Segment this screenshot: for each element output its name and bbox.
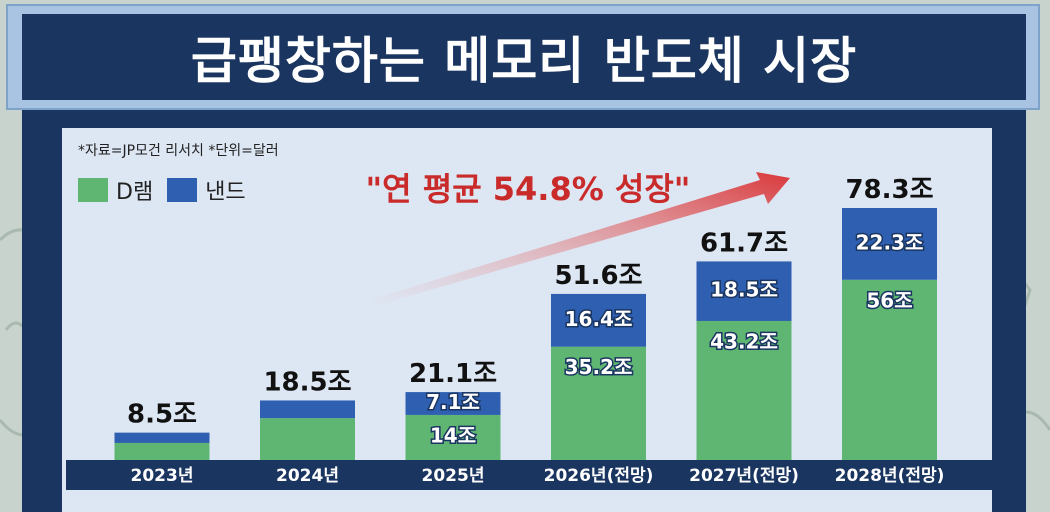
segment-label-dram: 43.2조	[710, 329, 778, 353]
legend-swatch-nand	[167, 178, 198, 202]
x-tick-label: 2025년	[422, 466, 485, 486]
segment-label-dram: 56조	[866, 288, 912, 312]
total-label: 51.6조	[554, 261, 642, 291]
x-tick-label: 2026년(전망)	[544, 466, 654, 486]
bar-dram	[260, 418, 355, 460]
x-tick-label: 2024년	[276, 466, 339, 486]
total-label: 21.1조	[409, 359, 497, 389]
segment-label-nand: 16.4조	[565, 307, 633, 331]
growth-arrow	[370, 172, 790, 306]
segment-label-nand: 7.1조	[426, 390, 480, 414]
growth-callout: "연 평균 54.8% 성장"	[366, 170, 691, 208]
segment-label-dram: 35.2조	[565, 355, 633, 379]
bar-dram	[696, 320, 792, 460]
legend-label-nand: 낸드	[205, 180, 246, 205]
bar-dram	[405, 414, 501, 460]
x-tick-label: 2028년(전망)	[835, 466, 945, 486]
legend-item-dram: D램	[78, 174, 153, 206]
total-label: 18.5조	[263, 367, 351, 397]
segment-label-nand: 22.3조	[856, 230, 924, 254]
bar-nand	[696, 261, 792, 321]
legend-label-dram: D램	[116, 180, 154, 205]
title-band: 급팽창하는 메모리 반도체 시장	[22, 14, 1026, 100]
total-label: 78.3조	[845, 175, 933, 205]
total-label: 8.5조	[127, 400, 197, 430]
bar-nand	[114, 432, 210, 443]
chart-panel	[62, 128, 992, 512]
bar-dram	[114, 442, 210, 460]
total-label: 61.7조	[700, 228, 788, 258]
x-tick-label: 2027년(전망)	[689, 466, 799, 486]
x-axis-band	[66, 460, 992, 490]
bar-dram	[842, 279, 937, 460]
page-title: 급팽창하는 메모리 반도체 시장	[190, 32, 858, 90]
x-tick-label: 2023년	[131, 466, 194, 486]
bar-nand	[551, 293, 646, 347]
legend-item-nand: 낸드	[167, 174, 246, 206]
segment-label-nand: 18.5조	[710, 278, 778, 302]
source-note: *자료=JP모건 리서치 *단위=달러	[78, 143, 279, 159]
legend-swatch-dram	[78, 178, 108, 202]
bar-nand	[405, 392, 501, 415]
bar-nand	[260, 400, 355, 419]
segment-label-dram: 14조	[430, 423, 476, 447]
chart-legend: D램 낸드	[78, 174, 260, 206]
bar-nand	[842, 208, 937, 280]
bar-dram	[551, 346, 646, 460]
